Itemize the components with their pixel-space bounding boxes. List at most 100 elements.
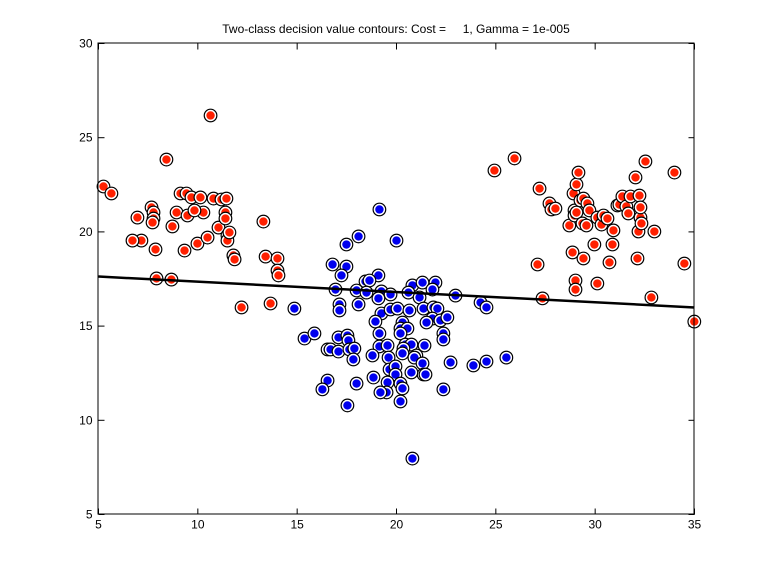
x-tick-label: 20 [390, 518, 404, 532]
y-tick-label: 15 [79, 319, 93, 333]
class-blue-point [373, 385, 388, 400]
class-red-point [227, 252, 242, 267]
class-red-point [632, 188, 647, 203]
y-tick-label: 20 [79, 225, 93, 239]
class-red-point [256, 214, 271, 229]
class-red-point [605, 237, 620, 252]
class-red-point [258, 249, 273, 264]
class-red-point [159, 152, 174, 167]
class-blue-point [430, 301, 445, 316]
chart-title: Two-class decision value contours: Cost … [222, 22, 570, 36]
class-red-point [487, 163, 502, 178]
class-blue-point [339, 237, 354, 252]
class-blue-point [440, 310, 455, 325]
class-red-point [576, 251, 591, 266]
class-blue-point [418, 367, 433, 382]
class-red-point [579, 218, 594, 233]
class-blue-point [287, 301, 302, 316]
class-red-point [190, 236, 205, 251]
class-blue-point [395, 381, 410, 396]
decision-boundary-line [98, 275, 695, 309]
class-blue-point [436, 382, 451, 397]
class-blue-point [443, 355, 458, 370]
class-red-point [218, 211, 233, 226]
class-red-point [125, 233, 140, 248]
class-red-point [569, 205, 584, 220]
x-tick-label: 25 [489, 518, 503, 532]
class-red-point [600, 211, 615, 226]
class-red-point [644, 290, 659, 305]
class-blue-point [307, 326, 322, 341]
class-blue-point [419, 315, 434, 330]
class-red-point [200, 230, 215, 245]
class-red-point [203, 108, 218, 123]
class-blue-point [393, 326, 408, 341]
class-red-point [568, 282, 583, 297]
class-blue-point [372, 326, 387, 341]
class-blue-point [297, 331, 312, 346]
class-red-point [530, 257, 545, 272]
class-red-point [634, 216, 649, 231]
class-blue-point [393, 394, 408, 409]
class-blue-point [351, 297, 366, 312]
class-red-point [571, 165, 586, 180]
class-red-point [130, 210, 145, 225]
class-red-point [630, 251, 645, 266]
class-blue-point [362, 273, 377, 288]
class-blue-point [404, 365, 419, 380]
class-red-point [169, 205, 184, 220]
class-red-point [148, 242, 163, 257]
y-tick-label: 10 [79, 413, 93, 427]
class-blue-point [479, 300, 494, 315]
axis-ticks: 5 10 15 20 25 30 35 5 10 15 20 25 30 [79, 37, 701, 532]
plot-area [98, 43, 694, 514]
class-red-point [647, 224, 662, 239]
class-red-point [677, 256, 692, 271]
class-blue-point [389, 233, 404, 248]
class-red-point [548, 201, 563, 216]
class-red-point [222, 225, 237, 240]
class-blue-point [334, 268, 349, 283]
y-tick-label: 25 [79, 131, 93, 145]
class-blue-point [402, 303, 417, 318]
class-blue-point [417, 338, 432, 353]
class-red-point [633, 200, 648, 215]
class-blue-point [436, 332, 451, 347]
class-blue-point [390, 301, 405, 316]
class-red-point [606, 223, 621, 238]
class-red-point [507, 151, 522, 166]
y-tick-label: 30 [79, 37, 93, 51]
decision-boundary-layer [98, 275, 695, 309]
axes-box [97, 42, 695, 515]
class-blue-point [365, 348, 380, 363]
class-blue-point [332, 303, 347, 318]
class-red-point [263, 296, 278, 311]
class-blue-point [359, 285, 374, 300]
class-blue-point [351, 229, 366, 244]
class-red-point [193, 190, 208, 205]
class-red-point [565, 245, 580, 260]
class-blue-point [383, 287, 398, 302]
y-tick-label: 5 [86, 508, 93, 522]
class-blue-point [340, 398, 355, 413]
class-blue-point [346, 352, 361, 367]
class-blue-point [347, 341, 362, 356]
class-red-point [638, 154, 653, 169]
class-blue-point [315, 382, 330, 397]
class-red-point [590, 276, 605, 291]
class-red-point [165, 219, 180, 234]
x-tick-label: 5 [95, 518, 102, 532]
class-blue-point [368, 314, 383, 329]
class-blue-point [380, 338, 395, 353]
class-red-point [623, 189, 638, 204]
class-red-point [569, 177, 584, 192]
class-blue-point [366, 370, 381, 385]
class-blue-point [405, 451, 420, 466]
x-tick-label: 15 [290, 518, 304, 532]
class-red-point [177, 243, 192, 258]
class-red-point [271, 268, 286, 283]
class-red-point [587, 237, 602, 252]
class-red-point [219, 191, 234, 206]
class-blue-point [499, 350, 514, 365]
class-red-point [234, 300, 249, 315]
